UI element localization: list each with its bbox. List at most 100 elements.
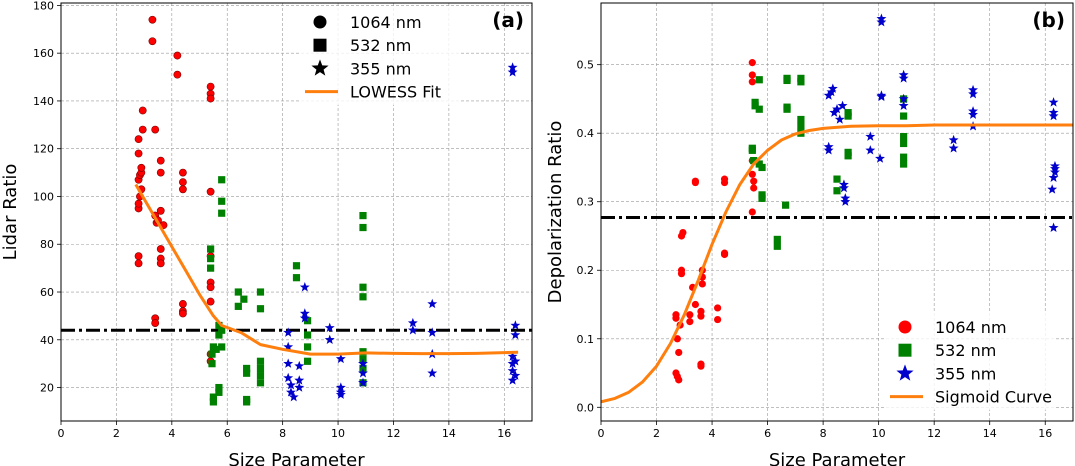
legend-star-swatch bbox=[311, 59, 329, 76]
point-532nm bbox=[748, 146, 756, 154]
legend-entry-label: 532 nm bbox=[935, 341, 996, 360]
point-532nm bbox=[240, 295, 248, 303]
point-532nm bbox=[215, 331, 223, 339]
x-tick-label: 4 bbox=[709, 427, 716, 440]
x-axis-label: Size Parameter bbox=[228, 450, 365, 466]
point-532nm bbox=[900, 133, 908, 141]
point-355nm bbox=[834, 114, 845, 124]
point-532nm bbox=[844, 152, 852, 160]
point-532nm bbox=[234, 288, 242, 296]
point-355nm bbox=[1048, 222, 1059, 232]
x-tick-label: 0 bbox=[58, 427, 65, 440]
y-tick-label: 0.1 bbox=[577, 333, 595, 346]
y-tick-label: 60 bbox=[40, 286, 54, 299]
point-532nm bbox=[751, 98, 759, 106]
point-355nm bbox=[427, 298, 438, 309]
point-532nm bbox=[755, 76, 763, 84]
point-532nm bbox=[900, 139, 908, 148]
point-532nm bbox=[797, 78, 805, 86]
point-355nm bbox=[283, 372, 294, 383]
x-axis-label: Size Parameter bbox=[769, 450, 906, 466]
point-532nm bbox=[209, 398, 217, 406]
point-1064nm bbox=[148, 15, 157, 24]
legend-entry-label: LOWESS Fit bbox=[350, 83, 441, 102]
y-tick-label: 160 bbox=[33, 47, 54, 60]
axes-frame bbox=[60, 2, 533, 422]
legend-entry-label: 532 nm bbox=[350, 36, 411, 55]
point-532nm bbox=[215, 321, 223, 330]
point-1064nm bbox=[750, 184, 758, 192]
point-532nm bbox=[208, 350, 216, 358]
point-532nm bbox=[359, 293, 367, 301]
x-tick-label: 10 bbox=[331, 427, 345, 440]
point-532nm bbox=[207, 254, 215, 263]
point-355nm bbox=[358, 358, 368, 368]
point-1064nm bbox=[156, 206, 165, 215]
point-532nm bbox=[773, 235, 781, 244]
y-tick-label: 140 bbox=[33, 95, 54, 108]
x-tick-label: 12 bbox=[386, 427, 400, 440]
point-355nm bbox=[865, 145, 876, 155]
legend-entry-label: 1064 nm bbox=[350, 13, 422, 32]
point-1064nm bbox=[686, 311, 694, 319]
point-532nm bbox=[218, 176, 226, 184]
x-tick-label: 0 bbox=[598, 427, 605, 440]
point-532nm bbox=[900, 153, 908, 161]
point-355nm bbox=[837, 100, 848, 110]
point-532nm bbox=[303, 357, 312, 365]
point-355nm bbox=[876, 91, 887, 102]
point-1064nm bbox=[675, 348, 683, 357]
point-1064nm bbox=[179, 168, 187, 177]
point-1064nm bbox=[206, 82, 215, 91]
point-1064nm bbox=[156, 245, 165, 253]
point-355nm bbox=[294, 360, 305, 371]
point-1064nm bbox=[138, 125, 147, 134]
point-532nm bbox=[256, 364, 265, 373]
point-532nm bbox=[243, 364, 251, 373]
point-1064nm bbox=[151, 319, 160, 327]
point-532nm bbox=[292, 262, 301, 270]
point-532nm bbox=[218, 197, 226, 205]
panel-0: 0 2 4 6 8 10 12 14 16 20 40 60 80 100 120 140 160 180 Size… bbox=[0, 0, 533, 466]
point-1064nm bbox=[138, 106, 147, 115]
point-1064nm bbox=[206, 283, 215, 292]
point-532nm bbox=[783, 76, 791, 85]
point-532nm bbox=[209, 393, 217, 401]
legend-star-swatch bbox=[896, 364, 914, 381]
point-355nm bbox=[507, 365, 518, 376]
point-1064nm bbox=[748, 208, 756, 216]
panel-label: (a) bbox=[492, 8, 524, 32]
legend-entry-label: 1064 nm bbox=[935, 318, 1007, 337]
point-355nm bbox=[876, 16, 887, 27]
y-axis-label: Lidar Ratio bbox=[0, 164, 21, 261]
point-355nm bbox=[294, 382, 305, 392]
point-1064nm bbox=[748, 71, 756, 79]
legend-entry-label: Sigmoid Curve bbox=[935, 388, 1052, 407]
point-355nm bbox=[898, 73, 909, 83]
x-tick-label: 8 bbox=[279, 427, 286, 440]
point-1064nm bbox=[173, 51, 182, 60]
x-tick-label: 8 bbox=[820, 427, 827, 440]
point-532nm bbox=[303, 343, 312, 351]
point-1064nm bbox=[679, 228, 687, 237]
point-355nm bbox=[823, 145, 834, 155]
point-532nm bbox=[359, 223, 367, 232]
point-532nm bbox=[207, 245, 215, 253]
point-532nm bbox=[782, 201, 790, 209]
point-532nm bbox=[207, 264, 215, 272]
point-1064nm bbox=[179, 178, 187, 187]
panel-label: (b) bbox=[1032, 8, 1065, 32]
point-1064nm bbox=[206, 187, 215, 196]
y-tick-label: 40 bbox=[40, 334, 54, 347]
legend-circle-swatch bbox=[898, 320, 912, 334]
point-1064nm bbox=[686, 318, 694, 326]
x-tick-label: 4 bbox=[168, 427, 175, 440]
point-355nm bbox=[427, 327, 438, 337]
point-532nm bbox=[900, 160, 908, 168]
point-355nm bbox=[427, 368, 438, 378]
point-355nm bbox=[294, 375, 305, 385]
point-355nm bbox=[1048, 172, 1059, 182]
point-1064nm bbox=[675, 376, 683, 384]
point-355nm bbox=[839, 182, 849, 193]
